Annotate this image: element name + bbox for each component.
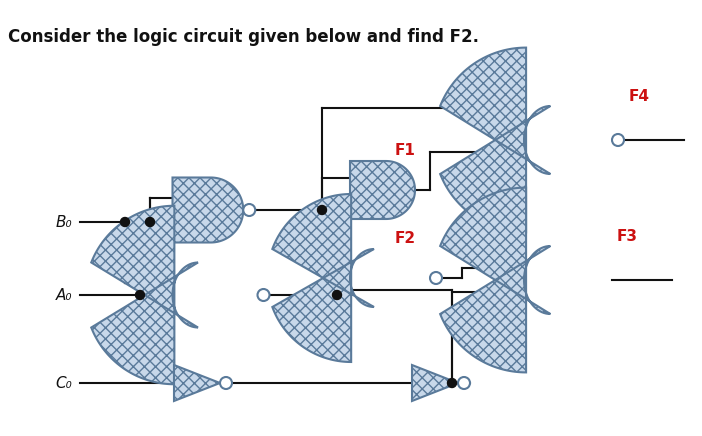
Polygon shape (174, 365, 220, 401)
Circle shape (244, 204, 256, 216)
Polygon shape (91, 206, 198, 384)
Polygon shape (440, 48, 550, 232)
Circle shape (612, 134, 624, 146)
Circle shape (458, 377, 470, 389)
Polygon shape (350, 161, 415, 219)
Circle shape (121, 218, 129, 226)
Circle shape (145, 218, 154, 226)
Text: F2: F2 (395, 231, 416, 246)
Polygon shape (272, 194, 374, 362)
Text: F1: F1 (395, 143, 416, 158)
Polygon shape (173, 177, 244, 242)
Circle shape (447, 378, 456, 388)
Text: B₀: B₀ (55, 215, 72, 229)
Text: F4: F4 (629, 89, 650, 104)
Circle shape (258, 289, 270, 301)
Circle shape (333, 290, 341, 300)
Circle shape (220, 377, 232, 389)
Text: Consider the logic circuit given below and find F2.: Consider the logic circuit given below a… (8, 28, 479, 46)
Circle shape (135, 290, 145, 300)
Text: F3: F3 (617, 229, 638, 244)
Polygon shape (412, 365, 458, 401)
Polygon shape (440, 187, 550, 372)
Text: A₀: A₀ (55, 287, 72, 303)
Text: C₀: C₀ (55, 375, 72, 391)
Circle shape (317, 205, 326, 215)
Circle shape (430, 272, 442, 284)
